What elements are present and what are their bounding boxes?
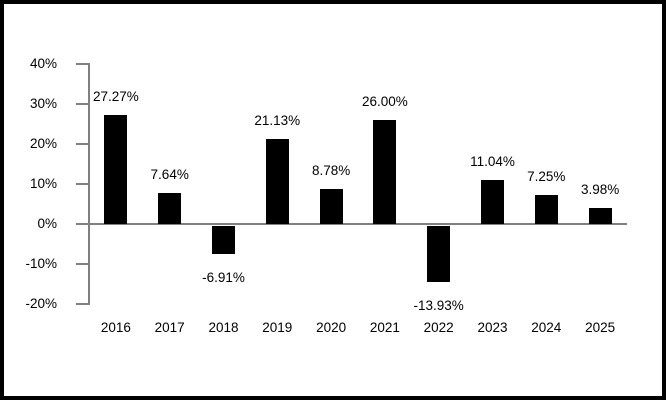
x-axis-label-2018: 2018	[208, 320, 239, 335]
bar-2021	[373, 120, 397, 224]
y-axis-tick	[76, 303, 88, 305]
y-axis-tick	[76, 103, 88, 105]
y-axis-tick-label: -20%	[25, 296, 57, 311]
bar-2017	[158, 193, 182, 224]
bar-2023	[481, 179, 504, 224]
bar-value-label-2018: -6.91%	[202, 269, 245, 285]
bar-value-label-2020: 8.78%	[311, 162, 351, 178]
bar-value-label-2021: 26.00%	[361, 94, 408, 109]
x-axis-label-2021: 2021	[369, 320, 400, 335]
bar-value-label-2025: 3.98%	[580, 182, 620, 198]
y-axis-tick	[76, 143, 88, 145]
bar-value-label-2024: 7.25%	[527, 169, 566, 184]
x-axis-label-2022: 2022	[423, 320, 454, 335]
y-axis-tick-label: 20%	[29, 136, 57, 151]
x-axis-label-2024: 2024	[531, 320, 562, 335]
y-axis-tick	[76, 183, 88, 185]
x-axis-label-2019: 2019	[262, 320, 293, 335]
y-axis-tick-label: -10%	[25, 256, 57, 271]
bar-2025	[588, 208, 612, 224]
y-axis-tick-label: 40%	[29, 56, 57, 71]
x-axis-label-2025: 2025	[585, 320, 616, 335]
y-axis-line	[88, 63, 90, 305]
bar-2019	[265, 139, 289, 224]
y-axis-tick	[76, 63, 88, 65]
bar-2020	[319, 188, 343, 224]
y-axis-tick-label: 30%	[29, 96, 57, 111]
bar-value-label-2019: 21.13%	[254, 113, 301, 129]
x-axis-label-2023: 2023	[477, 320, 508, 335]
bar-value-label-2016: 27.27%	[92, 88, 139, 104]
bar-2016	[104, 114, 128, 224]
bar-value-label-2023: 11.04%	[470, 153, 515, 169]
y-axis-tick	[76, 263, 88, 265]
bar-2022	[427, 226, 451, 282]
bar-2024	[534, 195, 558, 224]
x-axis-label-2017: 2017	[154, 320, 185, 335]
bar-2018	[212, 226, 235, 254]
y-axis-tick-label: 0%	[37, 216, 57, 231]
x-axis-label-2020: 2020	[316, 320, 347, 335]
bar-value-label-2022: -13.93%	[413, 297, 464, 313]
x-axis-label-2016: 2016	[100, 320, 131, 335]
y-axis-tick	[76, 223, 88, 225]
y-axis-tick-label: 10%	[29, 176, 57, 191]
bar-value-label-2017: 7.64%	[150, 167, 189, 183]
x-axis-zero-line	[88, 223, 627, 225]
